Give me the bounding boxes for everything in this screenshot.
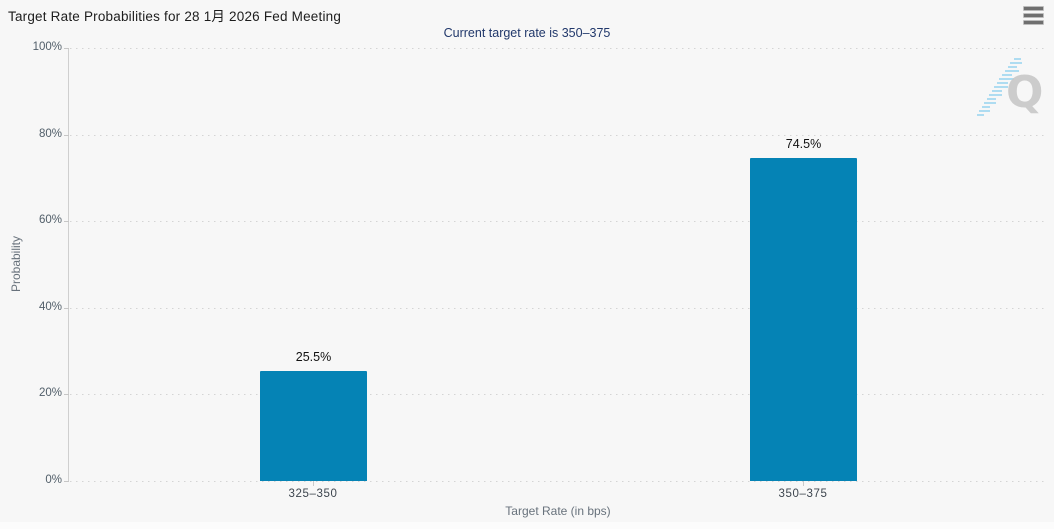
x-tick-label: 350–375 xyxy=(778,488,828,500)
probability-bar[interactable] xyxy=(260,370,367,481)
plot-area: 100% 80% 60% 40% 20% 0% 25.5% 74.5% 325–… xyxy=(33,41,1048,518)
x-tick-mark xyxy=(313,481,314,486)
probability-bar[interactable] xyxy=(750,158,857,481)
y-tick-label: 60% xyxy=(38,214,62,227)
chart-menu-button[interactable] xyxy=(1023,5,1045,25)
y-axis-line xyxy=(68,48,69,481)
bar-column: 74.5% xyxy=(750,48,857,481)
gridline-20 xyxy=(64,394,1048,396)
watermark-q-letter: Q xyxy=(1006,67,1043,118)
y-tick-label: 0% xyxy=(45,474,62,486)
x-tick-label: 325–350 xyxy=(288,488,338,500)
gridline-60 xyxy=(64,221,1048,223)
y-tick-label: 20% xyxy=(38,387,62,400)
quikstrike-watermark-logo: Q xyxy=(977,58,1043,118)
y-tick-label: 100% xyxy=(32,41,62,53)
chart-subtitle: Current target rate is 350–375 xyxy=(443,26,611,40)
y-axis-title: Probability xyxy=(9,235,23,293)
bar-value-label: 25.5% xyxy=(295,349,332,364)
gridline-0 xyxy=(64,481,1048,482)
chart-title: Target Rate Probabilities for 28 1月 2026… xyxy=(8,9,342,24)
x-tick-mark xyxy=(803,481,804,486)
x-axis-title: Target Rate (in bps) xyxy=(505,504,611,518)
gridline-40 xyxy=(64,307,1048,309)
gridline-80 xyxy=(64,134,1048,136)
bar-value-label: 74.5% xyxy=(785,137,822,152)
bottom-strip xyxy=(0,522,1054,529)
y-tick-label: 80% xyxy=(38,127,62,140)
gridline-100 xyxy=(64,48,1048,49)
y-tick-label: 40% xyxy=(38,300,62,313)
bar-column: 25.5% xyxy=(260,48,367,481)
